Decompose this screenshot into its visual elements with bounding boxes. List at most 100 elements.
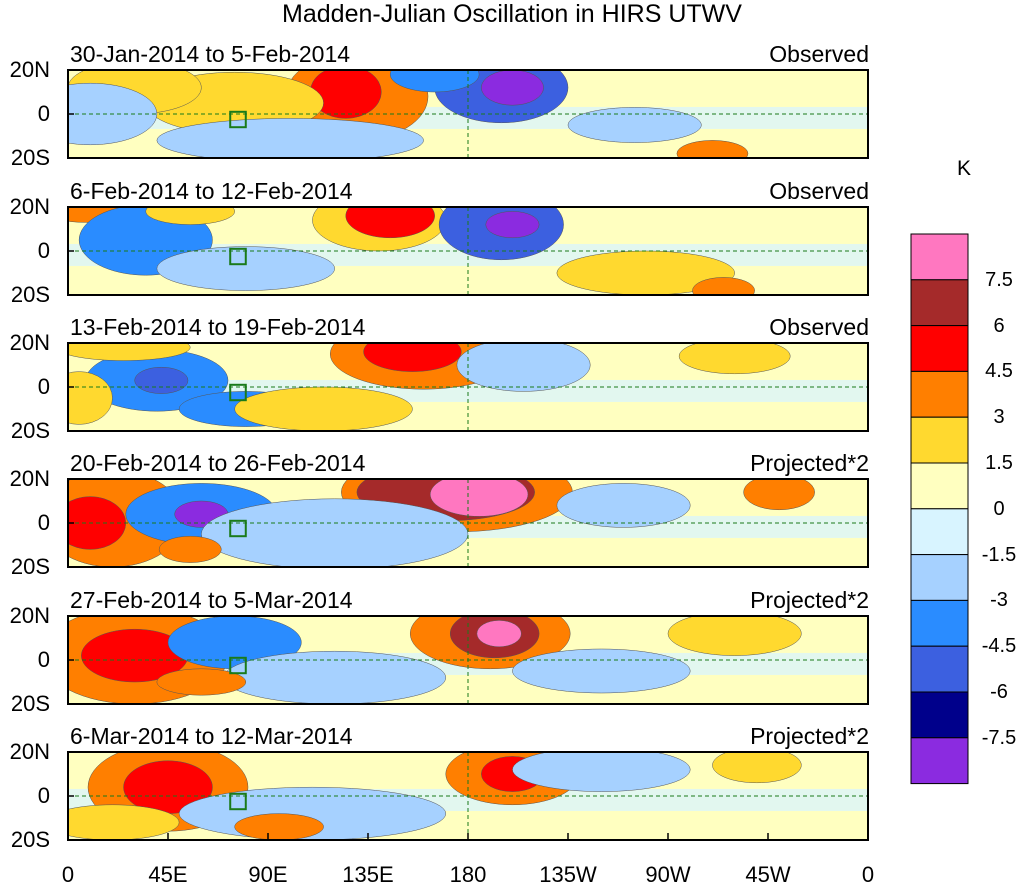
panel-5-date-range: 27-Feb-2014 to 5-Mar-2014: [70, 587, 353, 613]
y-tick-label: 20N: [9, 466, 50, 491]
reference-box: [229, 110, 247, 129]
colorbar-level-label: -4.5: [981, 635, 1017, 658]
colorbar-level-label: 3: [993, 406, 1005, 429]
reference-box: [229, 383, 247, 402]
y-tick-label: 20S: [10, 827, 50, 852]
y-tick-label: 20N: [9, 57, 50, 82]
colorbar-swatch: [910, 279, 969, 327]
anomaly-contour: [68, 343, 191, 361]
anomaly-contour: [345, 207, 435, 239]
anomaly-contour: [234, 813, 324, 840]
y-tick-label: 20N: [9, 330, 50, 355]
y-tick-label: 20S: [10, 554, 50, 579]
x-tick-label: 135E: [342, 862, 394, 887]
anomaly-contour: [158, 535, 222, 563]
colorbar-level-label: -6: [990, 681, 1008, 703]
colorbar-level-label: 7.5: [985, 268, 1013, 291]
x-tick-label: 45W: [745, 862, 791, 887]
anomaly-contour: [485, 211, 540, 239]
colorbar-level-label: -1.5: [981, 543, 1017, 566]
y-tick-label: 20N: [9, 603, 50, 628]
y-tick-label: 0: [37, 238, 50, 263]
colorbar-level-label: 0: [993, 497, 1005, 520]
colorbar-swatch: [910, 691, 969, 739]
panel-6-field: [68, 752, 868, 840]
anomaly-contour: [156, 118, 424, 158]
panel-2-field: [68, 207, 868, 295]
anomaly-contour: [68, 804, 180, 840]
anomaly-contour: [556, 483, 691, 528]
colorbar-swatch: [910, 554, 969, 601]
y-tick-label: 0: [37, 101, 50, 126]
colorbar-swatch: [910, 737, 969, 785]
anomaly-contour: [512, 752, 691, 792]
y-tick-label: 0: [37, 783, 50, 808]
colorbar-level-label: -7.5: [981, 726, 1017, 749]
anomaly-contour: [389, 70, 480, 93]
colorbar-level-label: 6: [993, 314, 1005, 337]
colorbar-swatch: [910, 325, 969, 372]
anomaly-contour: [145, 207, 235, 225]
x-tick-label: 0: [861, 862, 875, 887]
anomaly-contour: [363, 343, 462, 372]
panel-3-status: Observed: [769, 314, 869, 340]
reference-box: [229, 247, 247, 266]
colorbar-swatch: [910, 599, 969, 647]
colorbar-unit-label: K: [957, 157, 972, 180]
panel-6-status: Projected*2: [750, 723, 869, 749]
anomaly-contour: [712, 752, 802, 784]
panel-1-field: [68, 70, 868, 158]
panel-1-date-range: 30-Jan-2014 to 5-Feb-2014: [70, 41, 351, 67]
colorbar-swatch: [910, 462, 969, 510]
x-tick-label: 90W: [645, 862, 691, 887]
y-tick-label: 20S: [10, 282, 50, 307]
y-tick-label: 0: [37, 374, 50, 399]
anomaly-contour: [156, 668, 247, 696]
panel-2-status: Observed: [769, 178, 869, 204]
anomaly-contour: [134, 366, 189, 394]
y-tick-label: 20S: [10, 418, 50, 443]
anomaly-contour: [676, 140, 749, 158]
anomaly-contour: [234, 386, 413, 431]
y-tick-label: 0: [37, 510, 50, 535]
reference-box: [229, 656, 247, 675]
reference-box: [229, 792, 247, 811]
reference-box: [229, 519, 247, 538]
y-tick-label: 0: [37, 647, 50, 672]
y-tick-label: 20N: [9, 194, 50, 219]
panel-5-status: Projected*2: [750, 587, 869, 613]
anomaly-contour: [481, 70, 544, 106]
x-tick-label: 180: [449, 862, 487, 887]
panel-2-date-range: 6-Feb-2014 to 12-Feb-2014: [70, 178, 353, 204]
panel-4-status: Projected*2: [750, 450, 869, 476]
y-tick-label: 20S: [10, 691, 50, 716]
y-tick-label: 20N: [9, 739, 50, 764]
panel-6-date-range: 6-Mar-2014 to 12-Mar-2014: [70, 723, 353, 749]
anomaly-contour: [223, 650, 446, 704]
panel-4-date-range: 20-Feb-2014 to 26-Feb-2014: [70, 450, 366, 476]
anomaly-contour: [512, 648, 691, 694]
colorbar-level-label: -3: [990, 589, 1008, 612]
anomaly-contour: [743, 479, 815, 511]
anomaly-contour: [68, 371, 113, 425]
panel-4-field: [68, 479, 868, 567]
anomaly-contour: [156, 246, 335, 291]
colorbar-level-label: 4.5: [985, 360, 1013, 383]
colorbar: [910, 233, 969, 785]
colorbar-swatch: [910, 370, 969, 418]
anomaly-contour: [678, 343, 791, 375]
x-tick-label: 135W: [539, 862, 597, 887]
x-tick-label: 0: [61, 862, 75, 887]
anomaly-contour: [201, 498, 469, 567]
colorbar-swatch: [910, 233, 969, 281]
anomaly-contour: [476, 620, 522, 648]
colorbar-swatch: [910, 416, 969, 464]
panel-5-field: [68, 616, 868, 704]
panel-3-field: [68, 343, 868, 431]
anomaly-contour: [692, 277, 755, 295]
panel-3-date-range: 13-Feb-2014 to 19-Feb-2014: [70, 314, 366, 340]
x-tick-label: 45E: [148, 862, 188, 887]
y-tick-label: 20S: [10, 145, 50, 170]
colorbar-swatch: [910, 645, 969, 693]
